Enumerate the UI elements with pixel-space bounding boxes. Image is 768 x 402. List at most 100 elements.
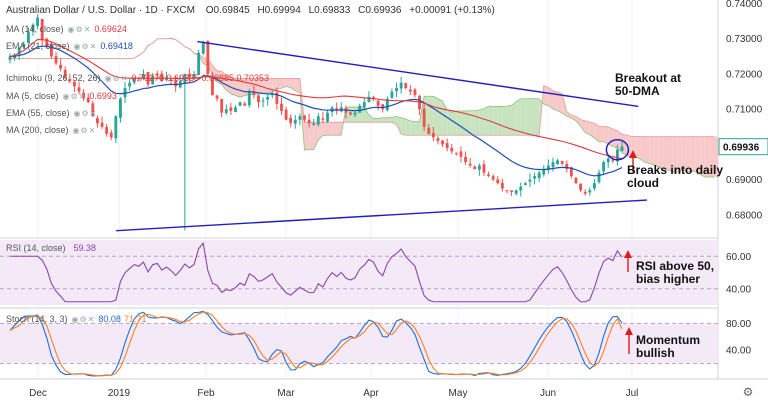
- breakout-circle: [605, 138, 630, 161]
- ichimoku-span-b: [10, 38, 715, 138]
- ichimoku-cloud-segment: [479, 108, 484, 136]
- candle-body: [123, 88, 127, 98]
- ichimoku-cloud-segment: [235, 78, 241, 98]
- indicator-ma-200[interactable]: MA (200, close) ◉⚙✕: [6, 125, 97, 135]
- ichimoku-cloud-segment: [681, 136, 687, 172]
- time-tick-label: May: [449, 388, 468, 399]
- ichimoku-cloud-segment: [253, 78, 259, 95]
- ichimoku-cloud-segment: [290, 78, 296, 91]
- indicator-settings-icon[interactable]: ◉⚙✕: [72, 126, 97, 135]
- time-tick-label: Dec: [29, 388, 47, 399]
- rsi-legend[interactable]: RSI (14, close) 59.38: [6, 243, 97, 253]
- ichimoku-cloud-segment: [405, 119, 411, 136]
- indicator-settings-icon[interactable]: ◉⚙✕: [73, 42, 98, 51]
- candle-body: [215, 95, 219, 99]
- ichimoku-cloud-segment: [640, 136, 646, 163]
- candle-body: [169, 79, 173, 82]
- candle-body: [298, 116, 302, 120]
- candle-body: [353, 112, 357, 115]
- ichimoku-cloud-segment: [677, 136, 682, 173]
- ichimoku-cloud-segment: [373, 118, 379, 123]
- ichimoku-cloud-segment: [585, 120, 590, 135]
- candle-body: [459, 151, 463, 157]
- ichimoku-cloud-segment: [364, 107, 369, 123]
- ichimoku-cloud-segment: [378, 117, 383, 123]
- candle-body: [592, 183, 596, 189]
- candle-body: [303, 115, 306, 120]
- ichimoku-cloud-segment: [240, 78, 245, 98]
- ichimoku-cloud-segment: [649, 136, 655, 166]
- ichimoku-cloud-segment: [506, 105, 512, 136]
- indicator-settings-icon[interactable]: ◉⚙✕: [62, 92, 87, 101]
- ichimoku-cloud-segment: [709, 136, 715, 178]
- ichimoku-cloud-segment: [612, 128, 618, 149]
- current-price-tag: [718, 138, 768, 156]
- candle-body: [109, 132, 113, 138]
- indicator-ema-55[interactable]: EMA (55, close) ◉⚙✕: [6, 108, 98, 118]
- candle-body: [243, 103, 247, 106]
- candle-body: [284, 109, 288, 120]
- candle-body: [519, 186, 523, 191]
- candle-body: [551, 162, 555, 168]
- ichimoku-cloud-segment: [322, 122, 328, 136]
- candle-body: [229, 107, 233, 111]
- ichimoku-cloud-segment: [520, 98, 526, 136]
- candle-body: [491, 176, 495, 180]
- candle-body: [132, 77, 136, 83]
- candle-body: [441, 140, 444, 145]
- settings-gear-icon[interactable]: ⚙: [743, 385, 754, 399]
- candle-body: [528, 179, 532, 182]
- candle-body: [505, 190, 509, 192]
- indicator-settings-icon[interactable]: ◉⚙✕: [73, 109, 98, 118]
- ichimoku-cloud-segment: [470, 110, 475, 136]
- rsi-value: 59.38: [73, 243, 97, 253]
- indicator-value: 0.6993: [89, 91, 117, 101]
- ichimoku-cloud-segment: [704, 136, 710, 177]
- stoch-d-value: 71.71: [123, 314, 147, 324]
- ohlc-change: +0.00091 (+0.13%): [409, 5, 495, 16]
- ichimoku-cloud-segment: [594, 123, 599, 142]
- indicator-settings-icon[interactable]: ◉⚙✕: [67, 25, 92, 34]
- candle-body: [464, 156, 467, 163]
- candle-body: [477, 165, 481, 170]
- candle-body: [427, 127, 431, 134]
- ichimoku-cloud-segment: [529, 98, 535, 136]
- ichimoku-cloud-segment: [295, 78, 300, 93]
- indicator-settings-icon[interactable]: ◉⚙✕: [104, 74, 129, 83]
- ohlc-high: H0.69994: [257, 5, 301, 16]
- indicator-ichimoku[interactable]: Ichimoku (9, 26, 52, 26) ◉⚙✕ 0.70270 0.693…: [6, 73, 270, 83]
- ichimoku-cloud-segment: [281, 78, 287, 89]
- candle-body: [533, 176, 536, 179]
- candle-body: [160, 73, 164, 82]
- indicator-ma-5[interactable]: MA (5, close) ◉⚙✕ 0.6993: [6, 91, 117, 101]
- indicator-settings-icon[interactable]: ◉⚙✕: [71, 315, 96, 324]
- candle-body: [174, 80, 178, 87]
- candle-body: [408, 89, 412, 92]
- candle-body: [54, 56, 58, 64]
- rsi-band: [0, 240, 718, 305]
- indicator-ma-14[interactable]: MA (14, close) ◉⚙✕ 0.69624: [6, 24, 127, 34]
- candle-body: [583, 191, 587, 194]
- candle-body: [275, 92, 279, 104]
- annotation-cloud: Breaks into daily cloud: [627, 163, 724, 190]
- candle-body: [192, 73, 196, 79]
- stoch-tick-label: 80.00: [726, 319, 751, 330]
- candle-body: [45, 38, 49, 46]
- stoch-k-value: 80.08: [98, 314, 121, 324]
- indicator-ema-21[interactable]: EMA (21, close) ◉⚙✕ 0.69418: [6, 41, 133, 51]
- ichimoku-cloud-segment: [516, 98, 521, 136]
- candle-body: [546, 165, 550, 170]
- stoch-legend[interactable]: Stoch (14, 3, 3) ◉⚙✕ 80.08 71.71: [6, 314, 147, 324]
- candle-body: [293, 119, 297, 124]
- ichimoku-cloud-segment: [474, 109, 480, 136]
- candle-body: [395, 88, 398, 92]
- candle-body: [358, 105, 362, 113]
- candle-body: [602, 162, 606, 172]
- annotation-rsi: RSI above 50, bias higher: [636, 259, 715, 286]
- time-tick-label: Jun: [540, 388, 556, 399]
- ichimoku-cloud-segment: [368, 115, 374, 123]
- ichimoku-cloud-segment: [382, 117, 388, 123]
- ichimoku-cloud-segment: [488, 105, 494, 136]
- ichimoku-cloud-segment: [534, 98, 540, 136]
